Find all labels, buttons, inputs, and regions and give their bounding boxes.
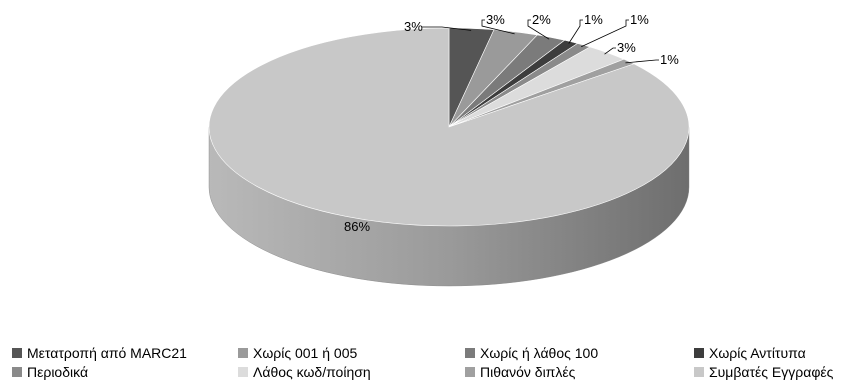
legend-swatch [12,348,22,358]
legend-label: Χωρίς Αντίτυπα [709,345,806,361]
legend-item-4: Περιοδικά [12,364,88,380]
data-label-4: 1% [630,12,649,27]
legend-swatch [238,367,248,377]
legend-swatch [694,348,704,358]
data-label-2: 2% [532,12,551,27]
data-label-6: 1% [660,52,679,67]
legend: Μετατροπή από MARC21 Χωρίς 001 ή 005 Χωρίς… [0,340,864,389]
data-label-0: 3% [404,19,423,34]
legend-label: Μετατροπή από MARC21 [27,345,187,361]
legend-item-5: Λάθος κωδ/ποίηση [238,364,371,380]
leader-line-2 [527,19,550,40]
legend-item-6: Πιθανόν διπλές [465,364,575,380]
leader-line-0 [422,26,472,31]
legend-label: Συμβατές Εγγραφές [709,364,834,380]
data-label-1: 3% [486,12,505,27]
leader-line-group [422,19,659,64]
data-label-group: 3% 3% 2% 1% 1% 3% 1% 86% [344,12,679,234]
legend-swatch [238,348,248,358]
data-label-5: 3% [617,40,636,55]
leader-line-3 [568,19,583,44]
legend-label: Χωρίς ή λάθος 100 [480,345,599,361]
pie-top-group [208,27,690,227]
legend-item-7: Συμβατές Εγγραφές [694,364,833,380]
leader-line-4 [581,19,629,48]
legend-item-0: Μετατροπή από MARC21 [12,345,187,361]
leader-line-6 [625,59,659,64]
legend-item-1: Χωρίς 001 ή 005 [238,345,357,361]
legend-item-2: Χωρίς ή λάθος 100 [465,345,598,361]
legend-swatch [465,367,475,377]
legend-swatch [694,367,704,377]
legend-label: Πιθανόν διπλές [480,364,576,380]
data-label-3: 1% [584,12,603,27]
legend-swatch [12,367,22,377]
legend-item-3: Χωρίς Αντίτυπα [694,345,806,361]
legend-label: Χωρίς 001 ή 005 [253,345,358,361]
leader-line-1 [481,19,515,35]
leader-line-5 [604,47,616,55]
pie-slice-7 [208,27,690,227]
legend-label: Περιοδικά [27,364,89,380]
data-label-7: 86% [344,219,370,234]
legend-swatch [465,348,475,358]
legend-label: Λάθος κωδ/ποίηση [253,364,371,380]
